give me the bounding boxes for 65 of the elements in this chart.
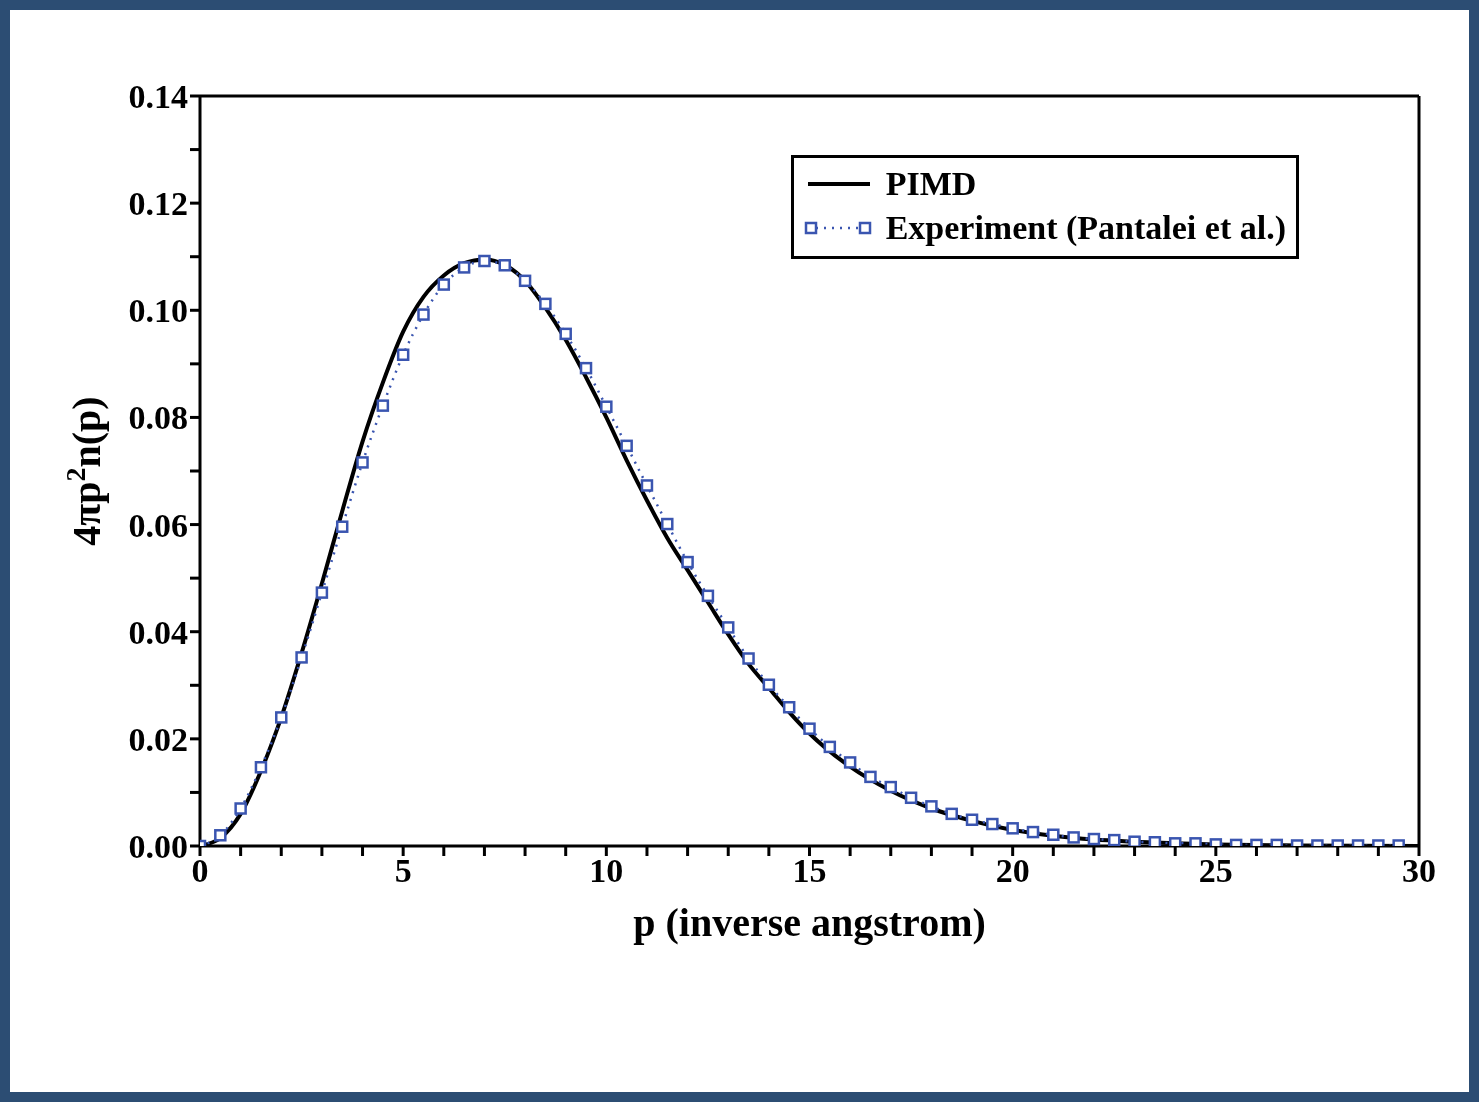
- point: [904, 791, 918, 805]
- point: [539, 297, 552, 311]
- point: [986, 817, 999, 831]
- point: [518, 274, 532, 288]
- y-tick-label: 0.02: [128, 720, 188, 758]
- y-tick-label: 0.08: [128, 399, 188, 437]
- point: [782, 701, 796, 714]
- y-tick-label: 0.06: [128, 506, 188, 544]
- point: [559, 327, 572, 341]
- point: [701, 589, 715, 603]
- point: [1108, 833, 1121, 846]
- point: [925, 800, 938, 813]
- point: [742, 652, 755, 665]
- y-tick-label: 0.14: [128, 78, 188, 116]
- point: [681, 555, 694, 569]
- x-tick-label: 25: [1198, 852, 1233, 890]
- point: [579, 361, 593, 375]
- x-tick-label: 20: [995, 852, 1030, 890]
- y-tick-label: 0.10: [128, 292, 188, 330]
- point: [884, 780, 898, 794]
- point: [275, 711, 288, 724]
- point: [457, 261, 471, 274]
- point: [661, 517, 674, 531]
- point: [1047, 828, 1060, 841]
- x-axis-title: p (inverse angstrom): [633, 900, 986, 945]
- point: [498, 259, 511, 272]
- y-tick-label: 0.04: [128, 613, 188, 651]
- point: [417, 308, 430, 321]
- x-tick-label: 30: [1402, 852, 1436, 890]
- point: [376, 399, 390, 412]
- point: [600, 400, 613, 413]
- point: [1026, 825, 1040, 839]
- point: [803, 722, 816, 735]
- x-tick-label: 0: [191, 852, 209, 890]
- point: [965, 813, 979, 826]
- point: [1128, 835, 1141, 846]
- point: [315, 586, 329, 599]
- y-tick-label: 0.00: [128, 828, 188, 866]
- point: [1067, 831, 1080, 844]
- point: [478, 254, 491, 268]
- point: [721, 621, 735, 634]
- point: [1087, 832, 1101, 846]
- point: [640, 479, 654, 492]
- x-tick-label: 5: [394, 852, 412, 890]
- point: [356, 456, 369, 469]
- point: [295, 651, 308, 664]
- y-tick-label: 0.12: [128, 185, 188, 223]
- point: [864, 770, 877, 784]
- legend-label: PIMD: [885, 165, 977, 203]
- point: [843, 756, 857, 769]
- point: [396, 348, 410, 361]
- point: [254, 761, 268, 774]
- x-tick-label: 15: [792, 852, 827, 890]
- point: [234, 802, 247, 815]
- point: [620, 439, 633, 453]
- point: [823, 740, 837, 754]
- point: [335, 520, 349, 533]
- point: [945, 807, 958, 821]
- point: [437, 278, 451, 291]
- point: [214, 829, 227, 842]
- point: [1006, 822, 1019, 835]
- point: [1148, 836, 1162, 846]
- legend-label: Experiment (Pantalei et al.): [885, 209, 1286, 247]
- point: [762, 678, 776, 691]
- x-tick-label: 10: [589, 852, 624, 890]
